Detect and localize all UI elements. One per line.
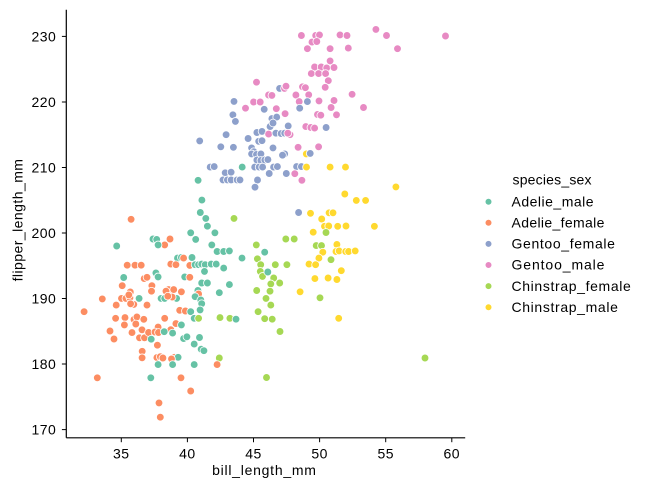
- svg-text:Adelie_female: Adelie_female: [512, 215, 605, 231]
- svg-text:bill_length_mm: bill_length_mm: [212, 462, 317, 478]
- svg-text:200: 200: [31, 225, 56, 241]
- svg-text:230: 230: [31, 28, 56, 44]
- svg-text:170: 170: [31, 422, 56, 438]
- svg-text:50: 50: [311, 445, 327, 461]
- svg-text:Gentoo_female: Gentoo_female: [512, 236, 616, 252]
- svg-text:210: 210: [31, 160, 56, 176]
- svg-text:60: 60: [444, 445, 460, 461]
- svg-text:Adelie_male: Adelie_male: [512, 193, 595, 209]
- svg-text:flipper_length_mm: flipper_length_mm: [10, 159, 26, 282]
- svg-text:55: 55: [377, 445, 393, 461]
- svg-text:Chinstrap_female: Chinstrap_female: [512, 278, 632, 294]
- svg-text:35: 35: [113, 445, 129, 461]
- svg-text:180: 180: [31, 356, 56, 372]
- svg-text:190: 190: [31, 291, 56, 307]
- svg-text:45: 45: [245, 445, 261, 461]
- svg-text:220: 220: [31, 94, 56, 110]
- svg-text:species_sex: species_sex: [513, 171, 592, 187]
- svg-text:40: 40: [179, 445, 195, 461]
- svg-text:Chinstrap_male: Chinstrap_male: [512, 299, 619, 315]
- svg-text:Gentoo_male: Gentoo_male: [512, 257, 606, 273]
